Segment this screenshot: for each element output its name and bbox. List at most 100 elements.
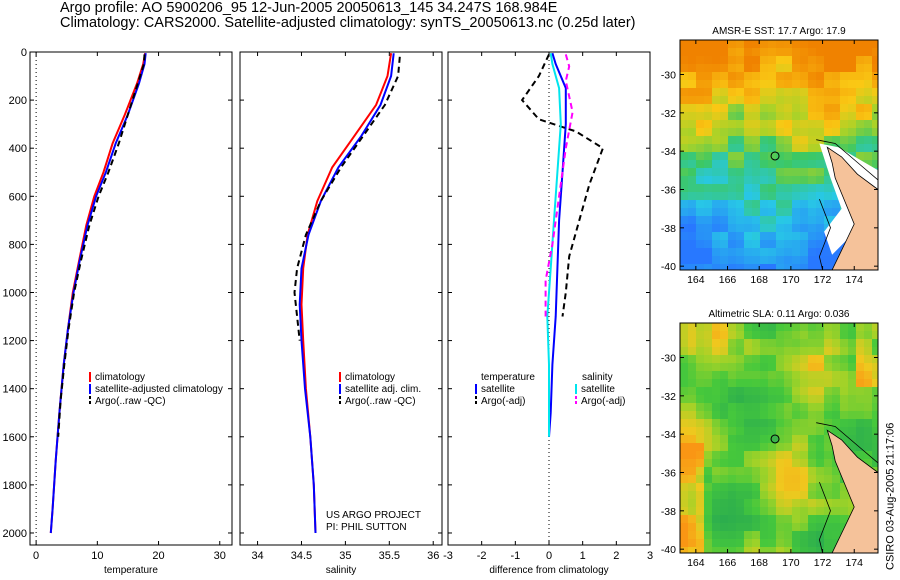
field-cell <box>712 323 720 331</box>
field-cell <box>768 451 776 459</box>
field-cell <box>824 379 832 387</box>
field-cell <box>752 363 760 371</box>
field-cell <box>776 507 784 515</box>
field-cell <box>776 168 784 176</box>
field-cell <box>768 491 776 499</box>
field-cell <box>736 168 744 176</box>
field-cell <box>688 491 696 499</box>
field-cell <box>840 355 848 363</box>
field-cell <box>856 152 864 160</box>
field-cell <box>824 339 832 347</box>
field-cell <box>760 224 768 232</box>
field-cell <box>696 323 704 331</box>
chart-title-line1: Argo profile: AO 5900206_95 12-Jun-2005 … <box>60 0 558 16</box>
field-cell <box>800 475 808 483</box>
field-cell <box>768 355 776 363</box>
field-cell <box>776 120 784 128</box>
field-cell <box>776 176 784 184</box>
field-cell <box>824 40 832 48</box>
field-cell <box>760 523 768 531</box>
field-cell <box>800 40 808 48</box>
field-cell <box>776 331 784 339</box>
y-tick-label: -34 <box>661 146 676 158</box>
field-cell <box>840 136 848 144</box>
field-cell <box>728 515 736 523</box>
field-cell <box>824 411 832 419</box>
field-cell <box>720 200 728 208</box>
field-cell <box>768 128 776 136</box>
field-cell <box>744 323 752 331</box>
field-cell <box>840 331 848 339</box>
field-cell <box>808 128 816 136</box>
field-cell <box>704 475 712 483</box>
field-cell <box>776 499 784 507</box>
field-cell <box>688 427 696 435</box>
field-cell <box>872 347 878 355</box>
field-cell <box>728 443 736 451</box>
field-cell <box>752 355 760 363</box>
field-cell <box>872 395 878 403</box>
field-cell <box>712 419 720 427</box>
field-cell <box>808 160 816 168</box>
field-cell <box>760 515 768 523</box>
field-cell <box>712 403 720 411</box>
field-cell <box>712 136 720 144</box>
field-cell <box>792 427 800 435</box>
field-cell <box>688 96 696 104</box>
field-cell <box>736 395 744 403</box>
field-cell <box>848 104 856 112</box>
field-cell <box>872 80 878 88</box>
field-cell <box>824 475 832 483</box>
x-tick-label: 1 <box>580 550 586 562</box>
field-cell <box>728 507 736 515</box>
field-cell <box>752 224 760 232</box>
field-cell <box>776 355 784 363</box>
field-cell <box>752 160 760 168</box>
field-cell <box>816 136 824 144</box>
field-cell <box>736 152 744 160</box>
field-cell <box>776 387 784 395</box>
field-cell <box>816 208 824 216</box>
field-cell <box>824 403 832 411</box>
field-cell <box>864 427 872 435</box>
field-cell <box>712 64 720 72</box>
field-cell <box>832 403 840 411</box>
field-cell <box>848 363 856 371</box>
field-cell <box>728 355 736 363</box>
field-cell <box>680 104 688 112</box>
field-cell <box>760 248 768 256</box>
field-cell <box>808 475 816 483</box>
field-cell <box>712 208 720 216</box>
field-cell <box>832 483 840 491</box>
field-cell <box>728 112 736 120</box>
field-cell <box>744 104 752 112</box>
field-cell <box>872 96 878 104</box>
field-cell <box>680 120 688 128</box>
field-cell <box>760 256 768 264</box>
field-cell <box>712 176 720 184</box>
field-cell <box>824 88 832 96</box>
field-cell <box>792 339 800 347</box>
field-cell <box>720 216 728 224</box>
field-cell <box>824 264 832 270</box>
field-cell <box>856 419 864 427</box>
field-cell <box>712 515 720 523</box>
field-cell <box>696 547 704 553</box>
field-cell <box>760 451 768 459</box>
field-cell <box>728 168 736 176</box>
field-cell <box>696 435 704 443</box>
field-cell <box>848 48 856 56</box>
field-cell <box>688 451 696 459</box>
field-cell <box>752 208 760 216</box>
field-cell <box>704 232 712 240</box>
field-cell <box>696 331 704 339</box>
field-cell <box>824 467 832 475</box>
field-cell <box>800 168 808 176</box>
field-cell <box>736 40 744 48</box>
field-cell <box>736 491 744 499</box>
field-cell <box>752 523 760 531</box>
field-cell <box>776 371 784 379</box>
field-cell <box>864 347 872 355</box>
field-cell <box>832 411 840 419</box>
field-cell <box>760 240 768 248</box>
